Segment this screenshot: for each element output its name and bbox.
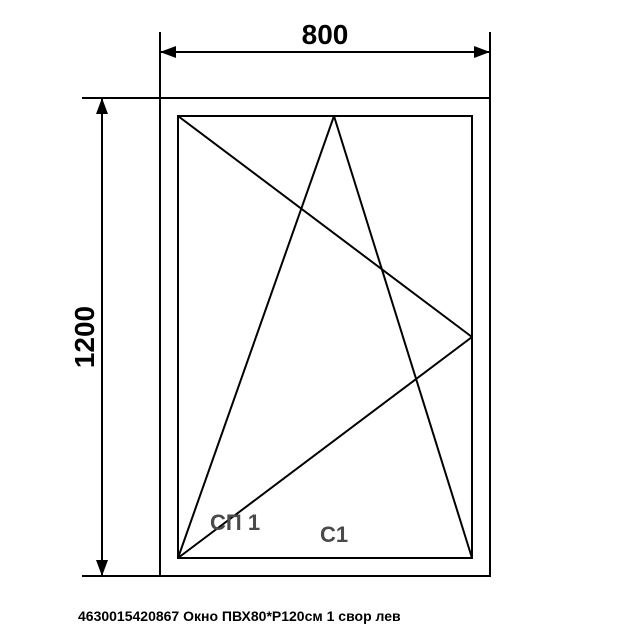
opening-line xyxy=(334,116,472,558)
label-c1: С1 xyxy=(320,522,348,547)
label-sp1: СП 1 xyxy=(210,510,260,535)
outer-frame xyxy=(160,98,490,576)
window-diagram: 800 1200 СП 1 С1 xyxy=(0,0,640,640)
top-dim-label: 800 xyxy=(302,19,349,50)
top-dim-arrow-right xyxy=(474,46,490,58)
caption-text: 4630015420867 Окно ПВХ80*Р120см 1 свор л… xyxy=(78,608,401,624)
opening-lines xyxy=(178,116,472,558)
diagram-stage: 800 1200 СП 1 С1 4630015420867 Окно ПВХ8… xyxy=(0,0,640,640)
inner-sash xyxy=(178,116,472,558)
opening-line xyxy=(178,116,472,337)
opening-line xyxy=(178,116,334,558)
left-dim-label: 1200 xyxy=(69,306,100,368)
left-dim-arrow-bottom xyxy=(96,560,108,576)
left-dim-arrow-top xyxy=(96,98,108,114)
top-dim-arrow-left xyxy=(160,46,176,58)
